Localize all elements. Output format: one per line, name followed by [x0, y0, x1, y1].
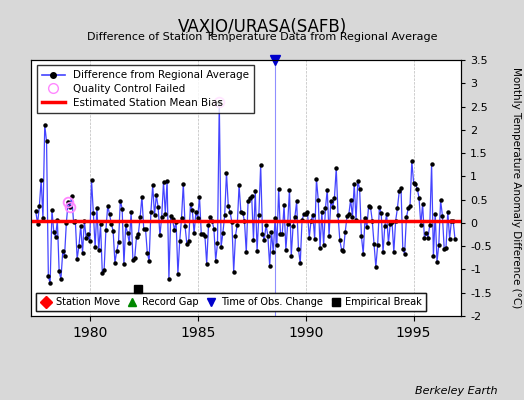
Text: Difference of Station Temperature Data from Regional Average: Difference of Station Temperature Data f… [87, 32, 437, 42]
Text: VAXJO/URASA(SAFB): VAXJO/URASA(SAFB) [178, 18, 346, 36]
Text: Berkeley Earth: Berkeley Earth [416, 386, 498, 396]
Y-axis label: Monthly Temperature Anomaly Difference (°C): Monthly Temperature Anomaly Difference (… [511, 67, 521, 309]
Legend: Station Move, Record Gap, Time of Obs. Change, Empirical Break: Station Move, Record Gap, Time of Obs. C… [36, 293, 426, 311]
